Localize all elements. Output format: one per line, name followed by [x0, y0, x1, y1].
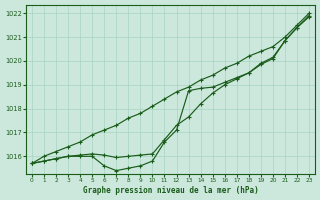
X-axis label: Graphe pression niveau de la mer (hPa): Graphe pression niveau de la mer (hPa) [83, 186, 258, 195]
